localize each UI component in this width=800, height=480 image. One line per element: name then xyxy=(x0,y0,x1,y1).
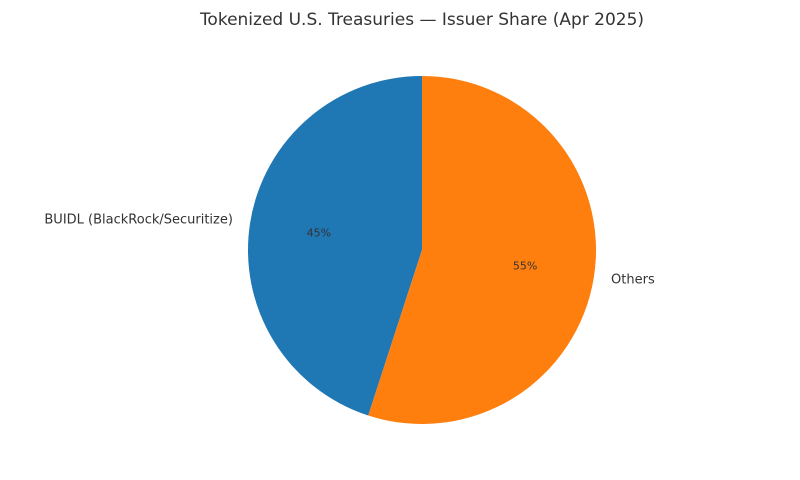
pie-slice xyxy=(368,76,596,424)
chart-title: Tokenized U.S. Treasuries — Issuer Share… xyxy=(199,10,644,30)
slice-label: Others xyxy=(611,272,655,287)
pct-label: 45% xyxy=(307,227,331,240)
pct-label: 55% xyxy=(513,259,537,272)
pie-slice xyxy=(247,76,422,416)
slice-label: BUIDL (BlackRock/Securitize) xyxy=(44,213,233,228)
